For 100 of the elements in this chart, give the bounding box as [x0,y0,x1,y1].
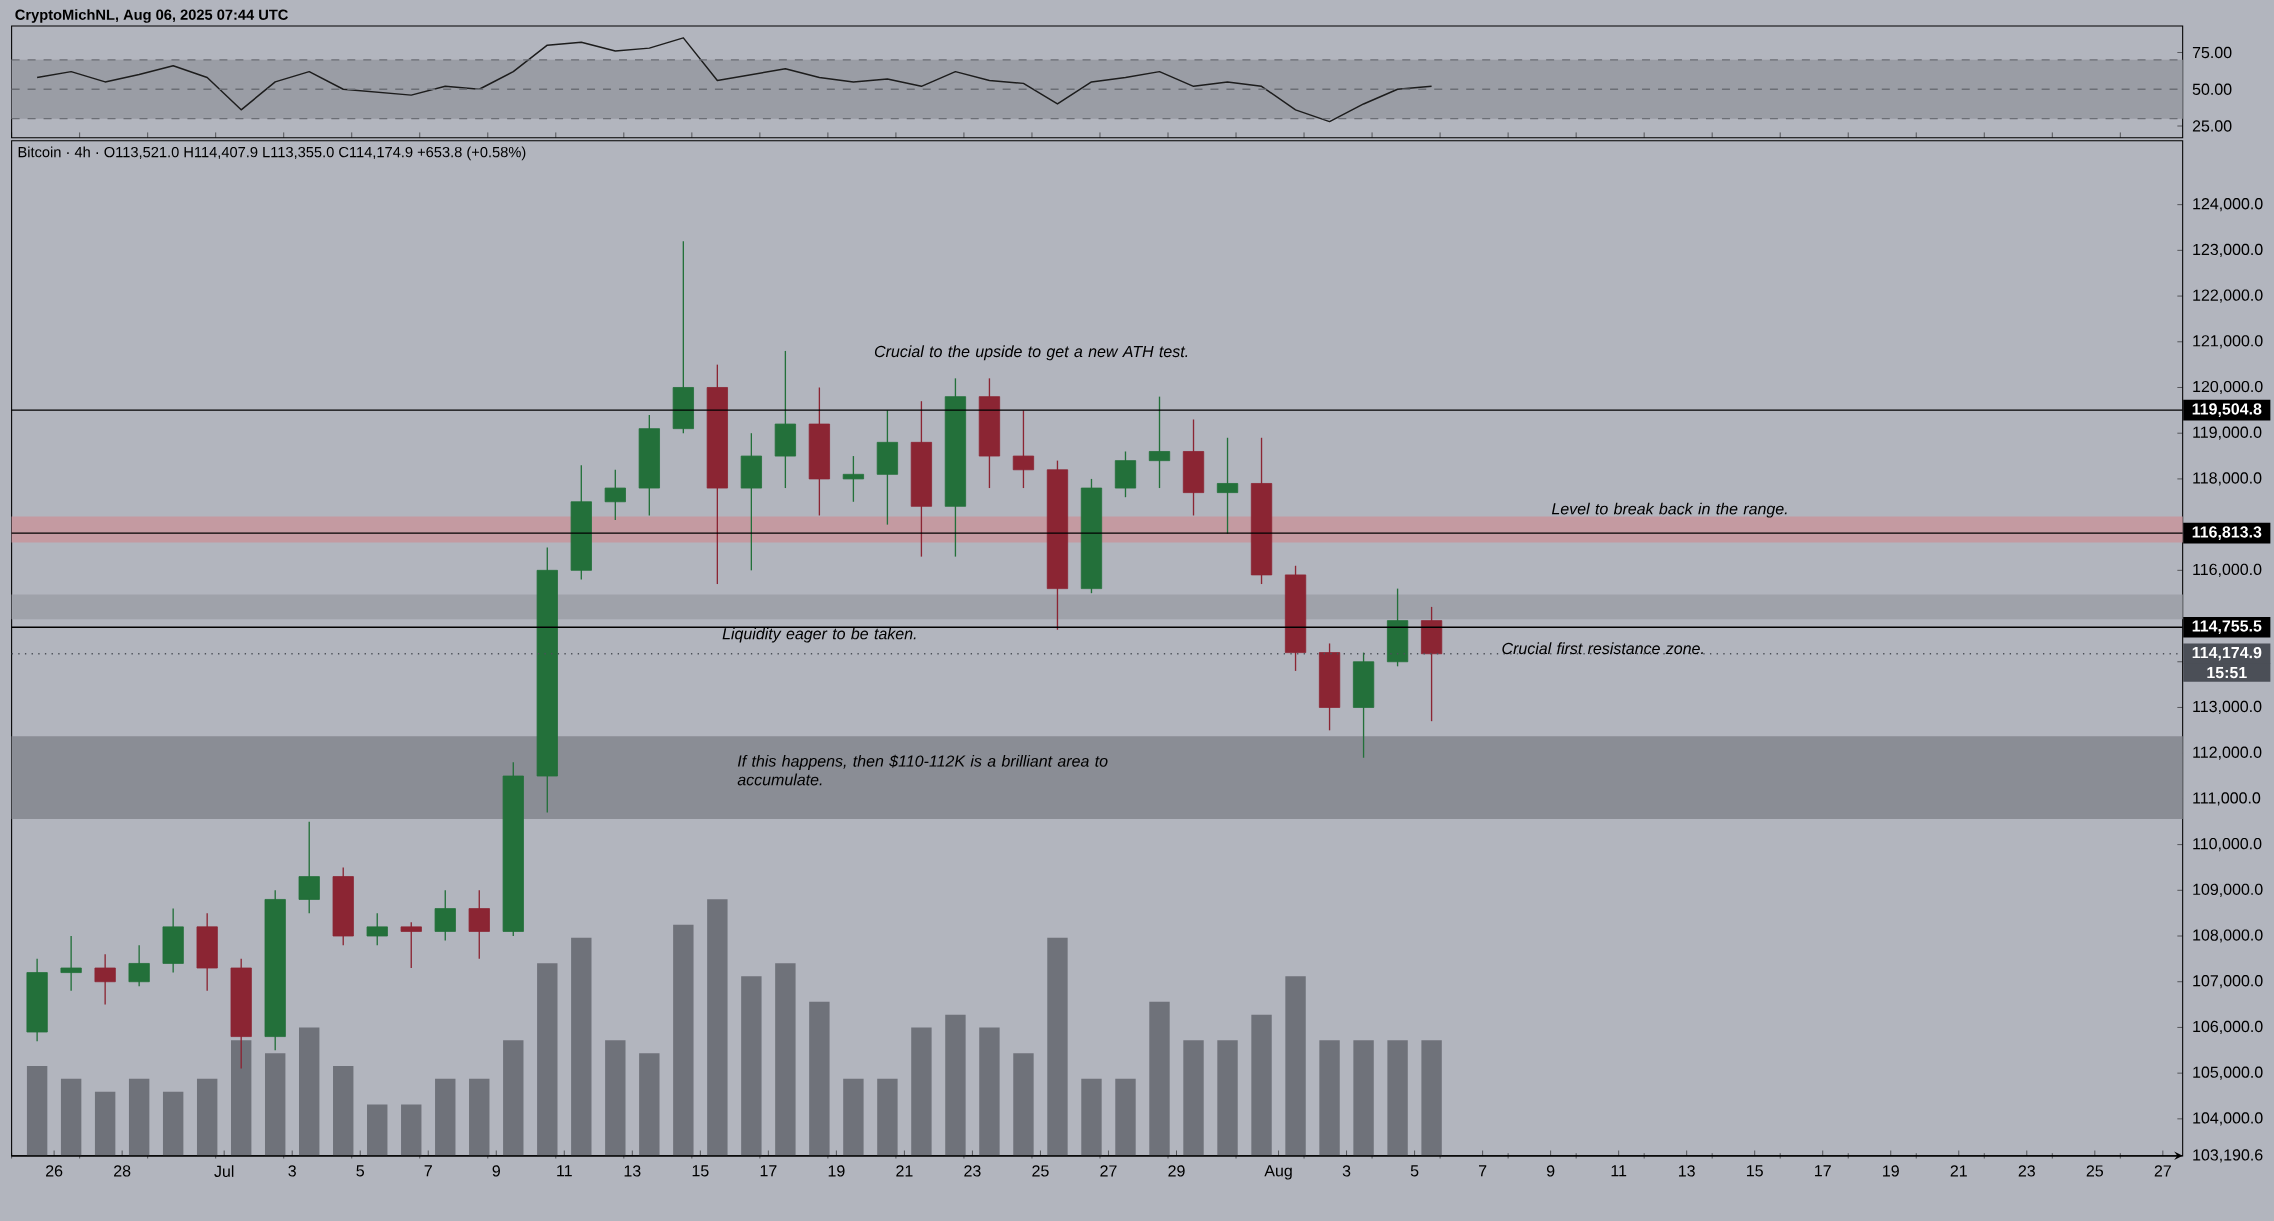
bar [1149,1001,1170,1156]
bar [469,1078,490,1156]
bar [571,937,592,1156]
y-tick-label: 111,000.0 [2193,792,2261,806]
y-tick-label: 121,000.0 [2193,335,2263,349]
bar [775,963,796,1156]
bar [1217,1040,1238,1156]
bar [299,1027,320,1156]
chart-title: CryptoMichNL, Aug 06, 2025 07:44 UTC [15,9,288,23]
bar [979,1027,1000,1156]
x-tick-label: 7 [424,1165,432,1177]
x-tick-label: Aug [1264,1165,1292,1180]
candlestick [298,821,320,914]
bar [1081,1078,1102,1156]
bar [94,1091,116,1156]
bar [60,1078,82,1156]
bar [741,976,762,1156]
bar [196,1078,218,1156]
x-tick-label: 15 [1747,1165,1763,1177]
candlestick [128,944,150,987]
x-tick-label: 9 [1546,1165,1555,1177]
bar [1251,1014,1272,1156]
candlestick [366,912,388,946]
candlestick [1148,395,1171,489]
y-tick-label: 75.00 [2192,46,2232,59]
x-tick-label: 17 [760,1165,777,1177]
y-tick-label: 109,000.0 [2193,883,2263,897]
y-tick-label: 106,000.0 [2193,1020,2263,1035]
y-tick-label: 120,000.0 [2193,380,2263,395]
y-tick-label: 110,000.0 [2193,838,2262,852]
text: 15:51 [2207,667,2247,679]
x-tick-label: 3 [288,1165,296,1177]
chart-title: Bitcoin · 4h · O113,521.0 H114,407.9 L113,355.0 C114,174.9 +653.8 (+0.58%) [18,146,526,161]
ref-line-label: 119,504.8 [2192,403,2262,417]
x-tick-label: 29 [1168,1165,1185,1177]
candlestick [604,469,626,521]
bar [639,1053,660,1156]
x-tick-label: 25 [1032,1165,1049,1177]
bar [877,1078,898,1156]
x-tick-label: 19 [828,1165,845,1177]
x-tick-label: 17 [1815,1165,1831,1177]
y-tick-label: 104,000.0 [2193,1112,2263,1126]
bar [1115,1078,1136,1156]
x-tick-label: 5 [356,1165,365,1177]
x-tick-label: 21 [1950,1165,1967,1177]
x-tick-label: 15 [692,1165,709,1177]
bar [1387,1040,1408,1156]
annotation: Liquidity eager to be taken. [722,627,916,643]
x-tick-label: 7 [1478,1165,1487,1177]
candlestick [60,935,82,992]
y-tick-label: 122,000.0 [2193,289,2263,303]
candlestick [94,953,116,1006]
x-tick-label: 28 [114,1165,131,1177]
candlestick [434,889,456,942]
x-tick-label: 5 [1410,1165,1419,1177]
y-tick-label: 113,000.0 [2193,700,2262,715]
y-tick-label: 119,000.0 [2193,426,2262,440]
y-tick-label: 116,000.0 [2193,563,2262,577]
bar [707,899,728,1156]
bar [26,1066,48,1156]
bar [503,1040,524,1156]
x-tick-label: 13 [624,1165,641,1177]
x-tick-label: Jul [214,1165,234,1178]
bar [1421,1040,1442,1156]
bar [1285,976,1306,1156]
bar [162,1091,184,1156]
y-tick-label: 124,000.0 [2193,198,2263,212]
ref-line-label: 116,813.3 [2192,526,2262,540]
bar [435,1078,456,1156]
annotation: Crucial first resistance zone. [1502,642,1703,655]
x-tick-label: 9 [492,1165,500,1177]
annotation: If this happens, then $110-112K is a brilliant area to accumulate. [737,754,1108,786]
bar [367,1104,388,1156]
y-tick-label: 107,000.0 [2193,975,2263,989]
bar [1013,1053,1034,1156]
bar [1047,937,1068,1156]
bar [809,1001,830,1156]
bar [673,924,694,1156]
bar [128,1078,150,1156]
y-tick-label: 108,000.0 [2193,929,2263,943]
y-tick-label: 103,190.6 [2193,1149,2263,1163]
x-tick-label: 11 [1611,1165,1627,1177]
x-tick-label: 23 [964,1165,981,1177]
candlestick [1216,437,1239,535]
x-tick-label: 23 [2018,1165,2035,1177]
bar [1319,1040,1340,1156]
y-tick-label: 123,000.0 [2193,243,2263,257]
ref-line-label: 114,174.9 [2192,646,2262,661]
y-tick-label: 105,000.0 [2193,1066,2263,1080]
bar [1353,1040,1374,1156]
x-tick-label: 26 [46,1165,63,1177]
candlestick [842,455,864,503]
bar [843,1078,864,1156]
y-tick-label: 118,000.0 [2193,472,2262,486]
x-tick-label: 27 [2154,1165,2171,1177]
x-tick-label: 25 [2086,1165,2104,1177]
annotation: Level to break back in the range. [1551,502,1787,518]
x-tick-label: 13 [1678,1165,1695,1177]
bar [537,963,558,1156]
candlestick [468,889,490,960]
